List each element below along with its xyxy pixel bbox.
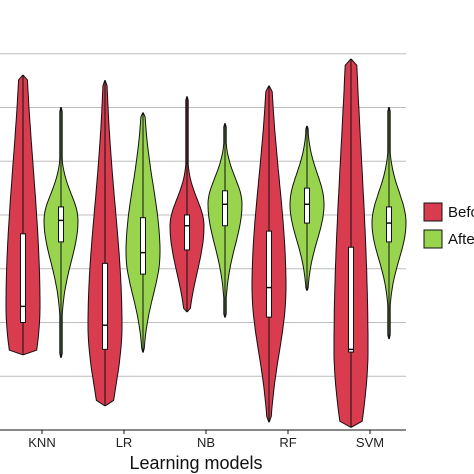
x-axis-title: Learning models [129, 453, 262, 473]
violin-before-rf [251, 85, 287, 423]
iqr-box [222, 190, 228, 227]
violin-before-nb [169, 96, 205, 313]
x-axis: KNN LR NB RF SVM [0, 429, 406, 450]
violin-before-knn [5, 74, 41, 356]
iqr-box [102, 262, 108, 350]
legend-label-before: Befo [448, 204, 474, 221]
iqr-box [20, 233, 26, 323]
iqr-box [386, 206, 392, 243]
iqr-box [348, 246, 354, 353]
x-tick-label: SVM [356, 435, 384, 450]
violin-after-lr [125, 112, 161, 353]
violin-after-knn [43, 107, 79, 358]
legend-label-after: Afte [448, 231, 474, 248]
x-tick-label: LR [116, 435, 133, 450]
iqr-box [266, 230, 272, 318]
x-tick-label: NB [197, 435, 215, 450]
violin-before-svm [333, 58, 369, 428]
violin-after-rf [289, 125, 325, 291]
iqr-box [58, 206, 64, 243]
violins [5, 58, 407, 428]
legend-swatch-after [423, 229, 443, 249]
x-tick-label: RF [279, 435, 296, 450]
iqr-box [184, 214, 190, 251]
violin-after-nb [207, 123, 243, 318]
iqr-box [304, 187, 310, 224]
legend-swatch-before [423, 202, 443, 222]
iqr-box [140, 217, 146, 275]
legend: Befo Afte [423, 202, 474, 249]
violin-before-lr [87, 80, 123, 407]
violin-after-svm [371, 107, 407, 340]
x-tick-label: KNN [28, 435, 55, 450]
